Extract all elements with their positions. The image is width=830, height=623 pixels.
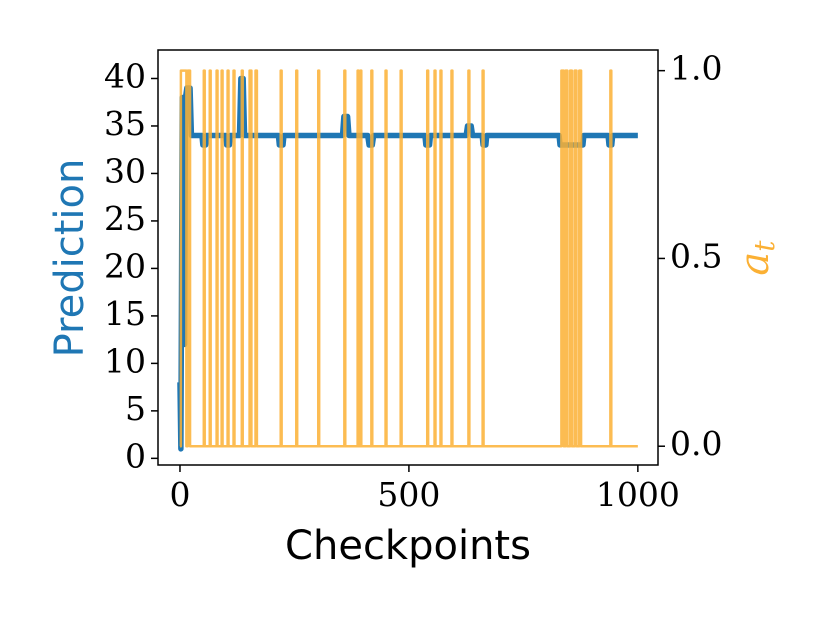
x-tick-label: 0 [169, 475, 190, 514]
y2-tick-label: 0.5 [670, 236, 722, 275]
y2-axis-label: at [732, 240, 781, 276]
x-axis-label: Checkpoints [285, 523, 531, 569]
y-tick-label: 5 [125, 389, 146, 428]
y2-tick-label: 1.0 [670, 49, 722, 88]
y2-label-sub: t [748, 240, 781, 252]
plot-frame [157, 49, 659, 466]
x-tick-label: 500 [377, 475, 440, 514]
y-axis-label: Prediction [47, 159, 93, 358]
y2-label-main: a [732, 252, 778, 276]
y-tick-label: 25 [104, 199, 146, 238]
y-tick-label: 0 [125, 436, 146, 475]
y-tick-label: 35 [104, 104, 146, 143]
y-tick-label: 15 [104, 294, 146, 333]
y-tick-label: 20 [104, 246, 146, 285]
y-tick-label: 40 [104, 56, 146, 95]
plot-area [177, 69, 638, 452]
y2-tick-label: 0.0 [670, 424, 722, 463]
y-tick-label: 10 [104, 341, 146, 380]
x-tick-label: 1000 [596, 475, 680, 514]
y-tick-label: 30 [104, 151, 146, 190]
data-line [179, 69, 638, 448]
